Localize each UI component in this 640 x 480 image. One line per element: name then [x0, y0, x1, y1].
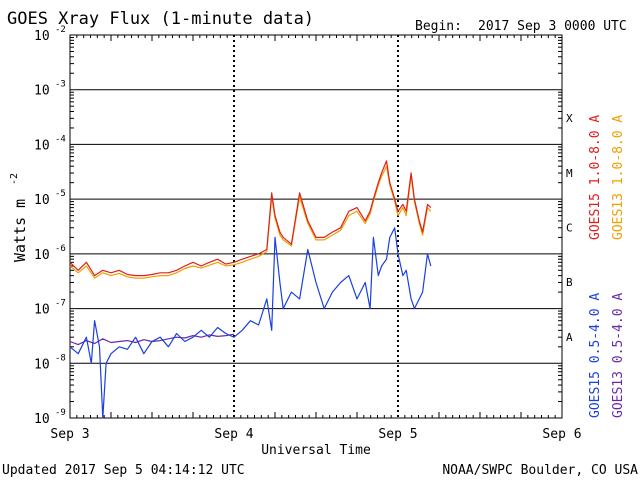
series-line-2 — [69, 227, 432, 419]
chart-title: GOES Xray Flux (1-minute data) — [7, 9, 314, 29]
flare-class-layer: A B C M X — [566, 112, 573, 344]
flare-class-label: C — [566, 222, 573, 235]
x-tick-label: Sep 6 — [542, 427, 581, 442]
flare-class-label: A — [566, 331, 573, 344]
legend-goes15-short: GOES15 0.5-4.0 A — [588, 293, 603, 418]
y-tick-label: 10 — [34, 248, 50, 263]
credit-text: NOAA/SWPC Boulder, CO USA — [442, 463, 638, 478]
y-tick-exponent: -7 — [55, 299, 66, 309]
series-line-1 — [69, 165, 432, 279]
y-tick-exponent: -5 — [55, 189, 66, 199]
grid-layer — [70, 35, 562, 418]
legend: GOES15 1.0-8.0 A GOES13 1.0-8.0 A GOES15… — [588, 115, 626, 418]
flare-class-label: M — [566, 167, 573, 180]
tick-layer: 10 -9 10 -8 10 -7 10 -6 10 -5 10 -4 10 -3 10 -2 Sep 3 Sep… — [34, 25, 582, 442]
y-axis-label-text: Watts m — [11, 199, 29, 262]
y-tick-exponent: -8 — [55, 353, 66, 363]
y-tick-label: 10 — [34, 357, 50, 372]
series-line-0 — [69, 160, 432, 277]
x-tick-label: Sep 5 — [378, 427, 417, 442]
x-axis-label: Universal Time — [261, 443, 371, 458]
legend-goes15-long: GOES15 1.0-8.0 A — [588, 115, 603, 240]
x-tick-label: Sep 4 — [214, 427, 253, 442]
begin-label: Begin: — [415, 19, 462, 34]
y-tick-exponent: -9 — [55, 408, 66, 418]
legend-goes13-short: GOES13 0.5-4.0 A — [611, 293, 626, 418]
y-tick-label: 10 — [34, 138, 50, 153]
x-tick-label: Sep 3 — [50, 427, 89, 442]
begin-value: 2017 Sep 3 0000 UTC — [478, 19, 627, 34]
series-line-3 — [69, 333, 235, 346]
y-tick-label: 10 — [34, 412, 50, 427]
flare-class-label: B — [566, 276, 573, 289]
y-tick-label: 10 — [34, 193, 50, 208]
plot-frame — [69, 34, 563, 419]
updated-timestamp: Updated 2017 Sep 5 04:14:12 UTC — [2, 463, 245, 478]
y-tick-exponent: -3 — [55, 80, 66, 90]
y-tick-exponent: -4 — [55, 134, 66, 144]
y-tick-exponent: -6 — [55, 244, 66, 254]
series-layer — [69, 160, 432, 419]
y-tick-label: 10 — [34, 29, 50, 44]
y-axis-label-sup: -2 — [9, 173, 20, 185]
y-tick-label: 10 — [34, 303, 50, 318]
flare-class-label: X — [566, 112, 573, 125]
y-axis-label: Watts m -2 — [9, 173, 29, 262]
y-tick-label: 10 — [34, 84, 50, 99]
legend-goes13-long: GOES13 1.0-8.0 A — [611, 115, 626, 240]
y-tick-exponent: -2 — [55, 25, 66, 35]
